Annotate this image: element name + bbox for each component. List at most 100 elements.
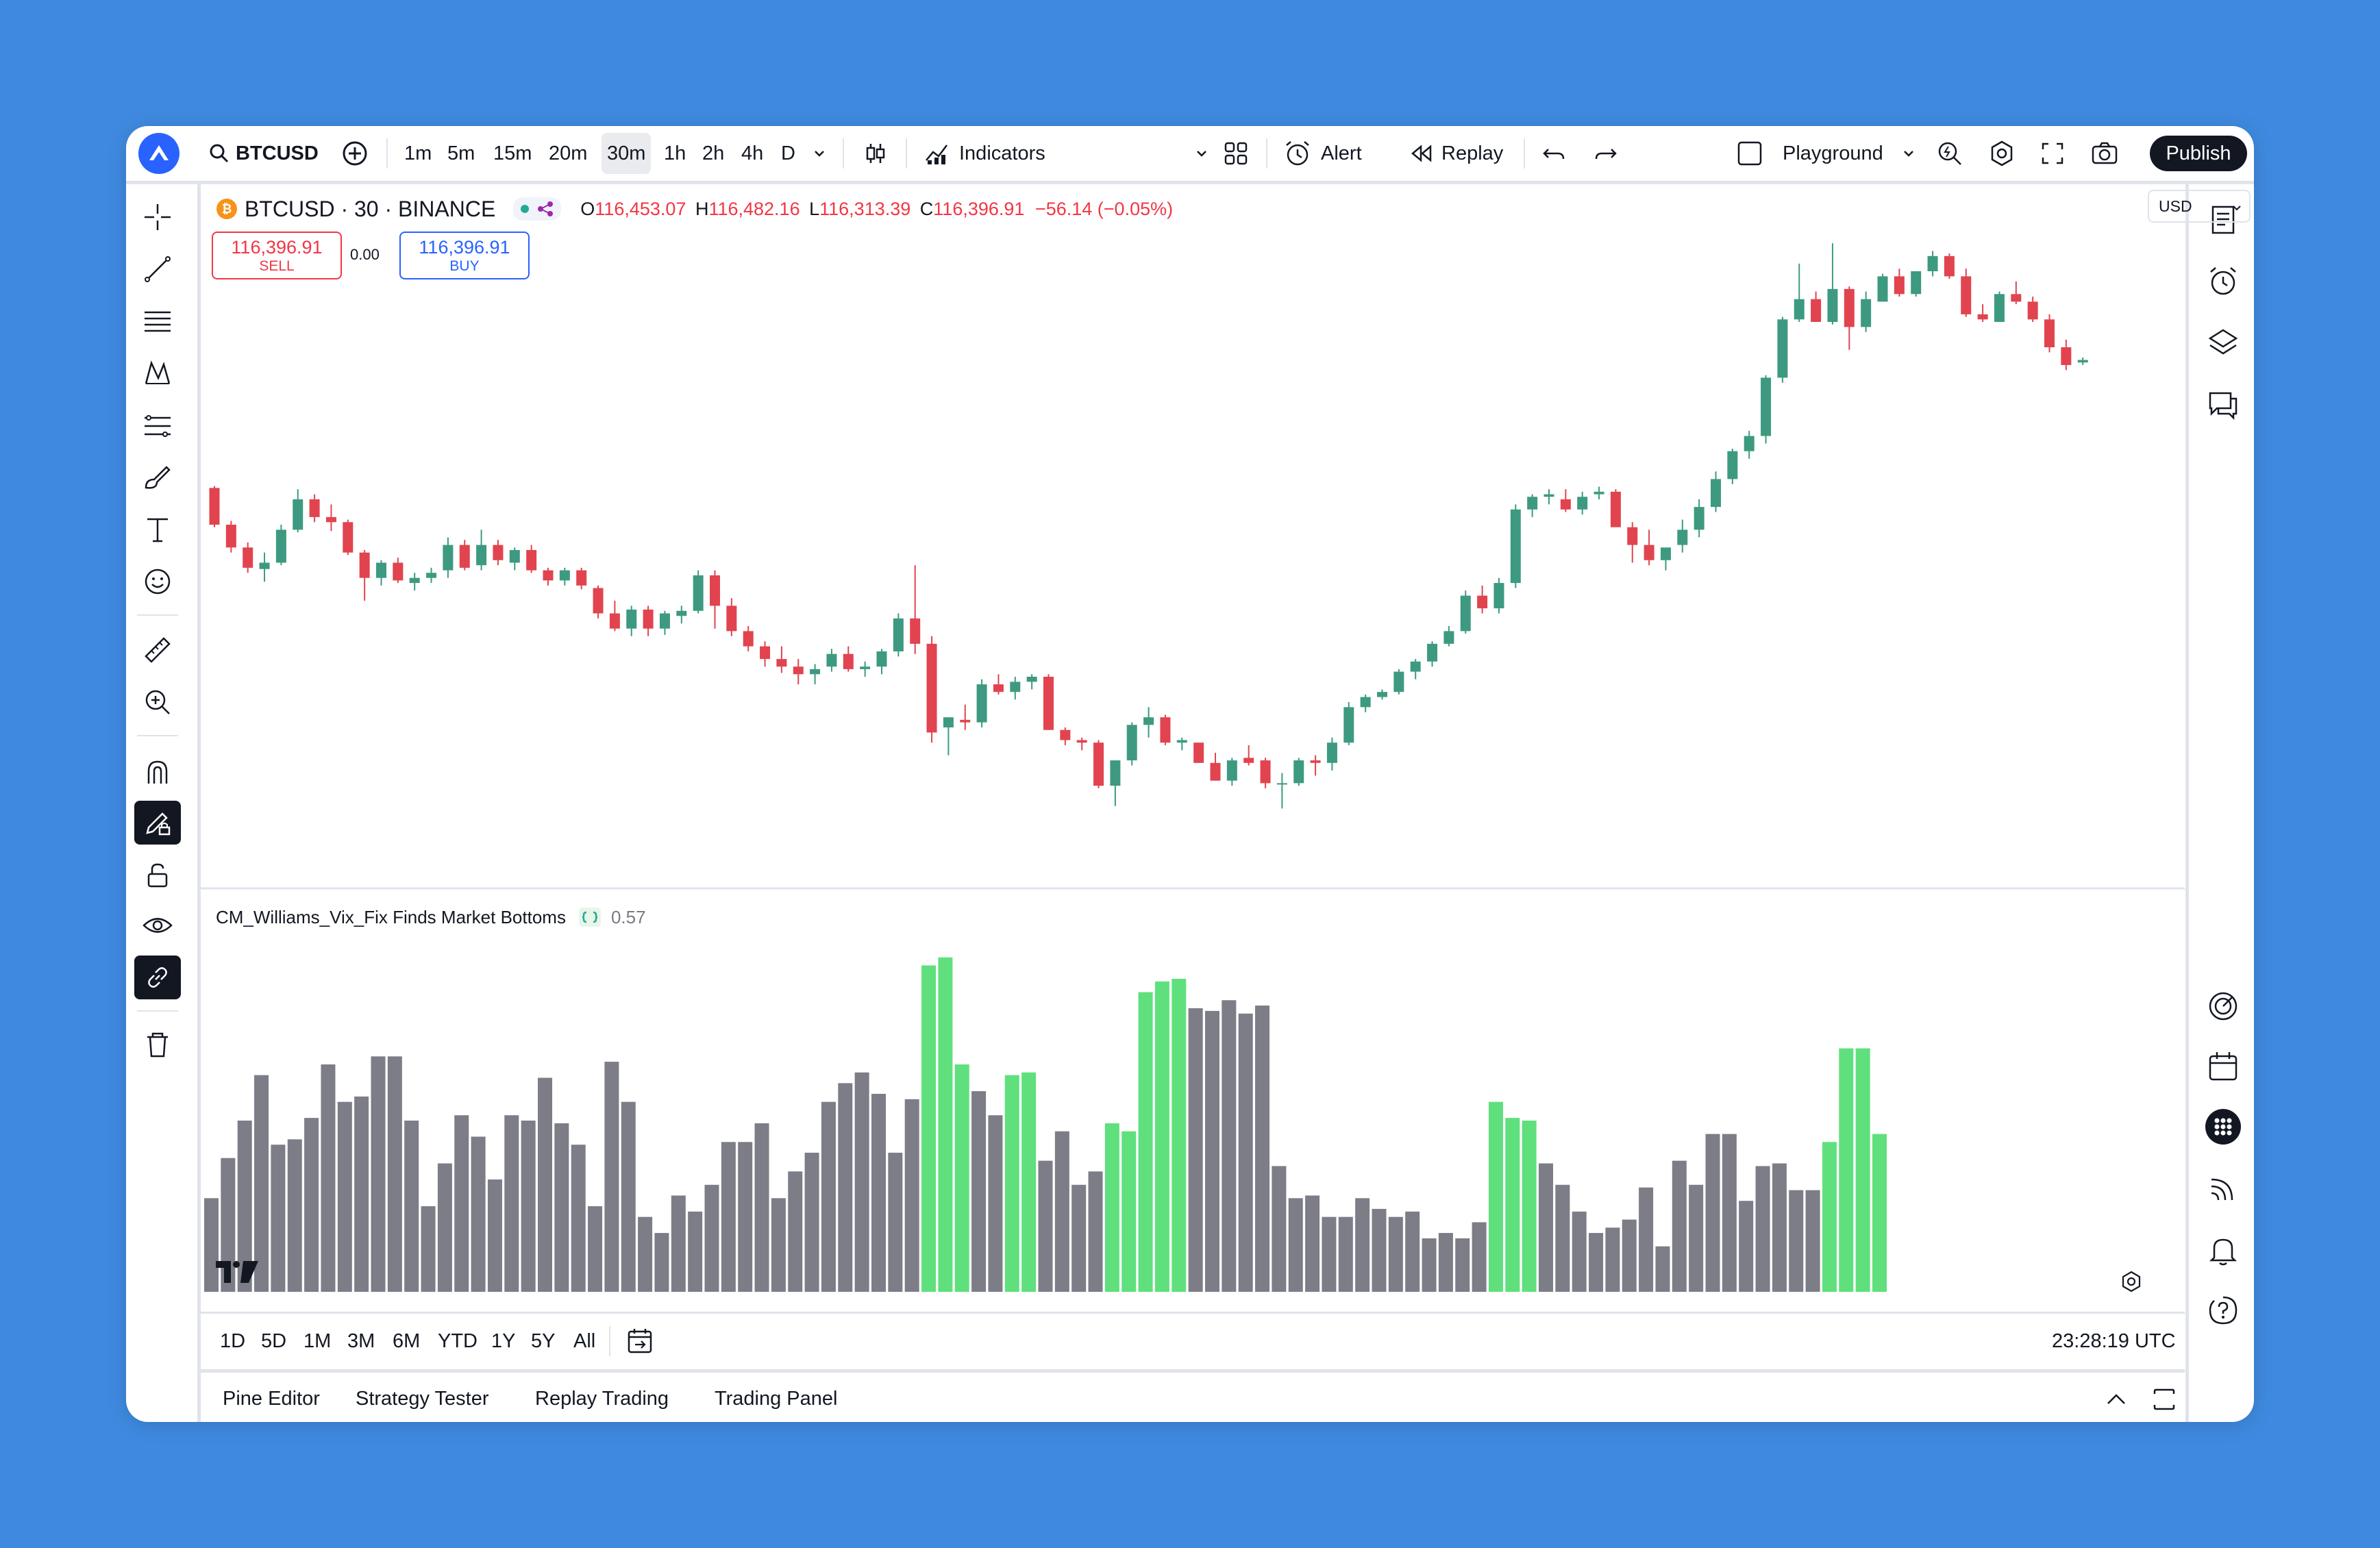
app-logo-icon[interactable] [138, 133, 179, 174]
hotlists-button[interactable] [2201, 984, 2245, 1028]
text-tool[interactable] [134, 508, 181, 551]
horizontal-lines-tool[interactable] [134, 299, 181, 343]
open-value: 116,453.07 [595, 198, 686, 219]
snapshot-button[interactable] [2090, 126, 2120, 181]
range-6m[interactable]: 6M [393, 1329, 421, 1352]
vix-bar [1372, 1208, 1387, 1292]
alerts-button[interactable] [2201, 260, 2245, 303]
price-chart[interactable]: 109,600.00109,200.00108,800.00108,400.00… [201, 184, 2185, 1314]
crosshair-tool[interactable] [134, 195, 181, 239]
range-all[interactable]: All [573, 1329, 596, 1352]
projection-icon [145, 415, 171, 437]
object-tree-button[interactable] [2201, 321, 2245, 365]
brush-tool[interactable] [134, 455, 181, 499]
hide-drawings-tool[interactable] [134, 903, 181, 947]
sell-price: 116,396.91 [231, 236, 323, 258]
chats-button[interactable] [2201, 383, 2245, 427]
tab-trading-panel[interactable]: Trading Panel [715, 1388, 838, 1410]
magnet-tool[interactable] [134, 750, 181, 794]
clock-display[interactable]: 23:28:19 UTC [2052, 1329, 2176, 1352]
measure-tool[interactable] [134, 628, 181, 672]
layout-name-button[interactable]: Playground [1783, 142, 1883, 164]
candle-body [476, 545, 487, 566]
range-1m[interactable]: 1M [303, 1329, 332, 1352]
add-symbol-button[interactable] [341, 126, 369, 181]
source-code-icon[interactable] [578, 907, 602, 927]
quick-search-button[interactable] [1935, 126, 1965, 181]
tab-replay-trading[interactable]: Replay Trading [535, 1388, 669, 1410]
tf-20m[interactable]: 20m [549, 142, 588, 164]
currency-select[interactable]: USD [2148, 190, 2251, 223]
calendar-button[interactable] [2201, 1045, 2245, 1088]
vix-bar [521, 1121, 536, 1292]
alert-button[interactable]: Alert [1282, 126, 1362, 181]
help-icon [2209, 1296, 2238, 1325]
range-5y[interactable]: 5Y [531, 1329, 556, 1352]
replay-button[interactable]: Replay [1407, 126, 1503, 181]
emoji-tool[interactable] [134, 560, 181, 603]
lock-drawings-tool[interactable] [134, 853, 181, 897]
undo-icon [1543, 149, 1565, 160]
range-ytd[interactable]: YTD [438, 1329, 478, 1352]
tf-30m[interactable]: 30m [602, 133, 652, 174]
buy-button[interactable]: 116,396.91 BUY [399, 232, 530, 279]
tf-5m[interactable]: 5m [447, 142, 475, 164]
layout-dropdown-button[interactable] [1900, 126, 1917, 181]
trend-line-tool[interactable] [134, 247, 181, 291]
symbol-search-button[interactable]: BTCUSD [208, 126, 319, 181]
settings-button[interactable] [1987, 126, 2017, 181]
remove-drawings-tool[interactable] [134, 1023, 181, 1066]
chart-type-button[interactable] [862, 126, 889, 181]
candle-body [1610, 491, 1621, 527]
market-status-badge[interactable] [513, 197, 562, 221]
tf-1h[interactable]: 1h [664, 142, 686, 164]
target-icon [2209, 992, 2238, 1021]
range-3m[interactable]: 3M [347, 1329, 375, 1352]
publish-button[interactable]: Publish [2150, 136, 2247, 171]
calendar-arrow-icon [628, 1329, 652, 1353]
watchlist-button[interactable] [2201, 198, 2245, 242]
pattern-tool[interactable] [134, 351, 181, 395]
collapse-panel-button[interactable] [2103, 1373, 2130, 1422]
timeframe-dropdown-button[interactable] [811, 126, 828, 181]
redo-button[interactable] [1592, 126, 1620, 181]
tf-2h[interactable]: 2h [702, 142, 725, 164]
sell-button[interactable]: 116,396.91 SELL [212, 232, 342, 279]
tf-15m[interactable]: 15m [493, 142, 532, 164]
undo-button[interactable] [1540, 126, 1567, 181]
forecasting-tool[interactable] [134, 403, 181, 447]
tradingview-watermark-icon [216, 1261, 258, 1283]
chart-area[interactable]: 109,600.00109,200.00108,800.00108,400.00… [201, 184, 2251, 1369]
tf-1m[interactable]: 1m [404, 142, 432, 164]
stay-in-drawing-mode-tool[interactable] [134, 801, 181, 845]
fullscreen-button[interactable] [2039, 126, 2066, 181]
candle-body [493, 545, 504, 560]
range-1d[interactable]: 1D [220, 1329, 246, 1352]
indicators-button[interactable]: Indicators [924, 126, 1045, 181]
tf-d[interactable]: D [781, 142, 795, 164]
tab-strategy-tester[interactable]: Strategy Tester [356, 1388, 489, 1410]
help-button[interactable] [2201, 1288, 2245, 1332]
tf-4h[interactable]: 4h [741, 142, 764, 164]
notifications-button[interactable] [2201, 1228, 2245, 1272]
vix-bar [1172, 978, 1187, 1292]
streams-button[interactable] [2201, 1166, 2245, 1210]
vix-bar [1088, 1171, 1103, 1292]
vix-bar [1255, 1006, 1270, 1292]
go-to-date-button[interactable] [625, 1314, 656, 1369]
vix-bar [1238, 1013, 1253, 1292]
chevron-down-icon [1197, 151, 1206, 157]
range-1y[interactable]: 1Y [491, 1329, 516, 1352]
indicators-dropdown-button[interactable] [1193, 126, 1210, 181]
sync-drawings-tool[interactable] [134, 956, 181, 999]
range-5d[interactable]: 5D [261, 1329, 287, 1352]
layout-toggle-button[interactable] [1735, 126, 1765, 181]
vix-bar [1772, 1163, 1787, 1292]
vix-bar [1672, 1160, 1687, 1292]
products-button[interactable] [2201, 1105, 2245, 1149]
tab-pine-editor[interactable]: Pine Editor [223, 1388, 320, 1410]
templates-button[interactable] [1222, 126, 1250, 181]
maximize-panel-button[interactable] [2150, 1373, 2178, 1422]
zoom-in-tool[interactable] [134, 680, 181, 724]
axis-settings-icon[interactable] [2119, 1269, 2144, 1294]
